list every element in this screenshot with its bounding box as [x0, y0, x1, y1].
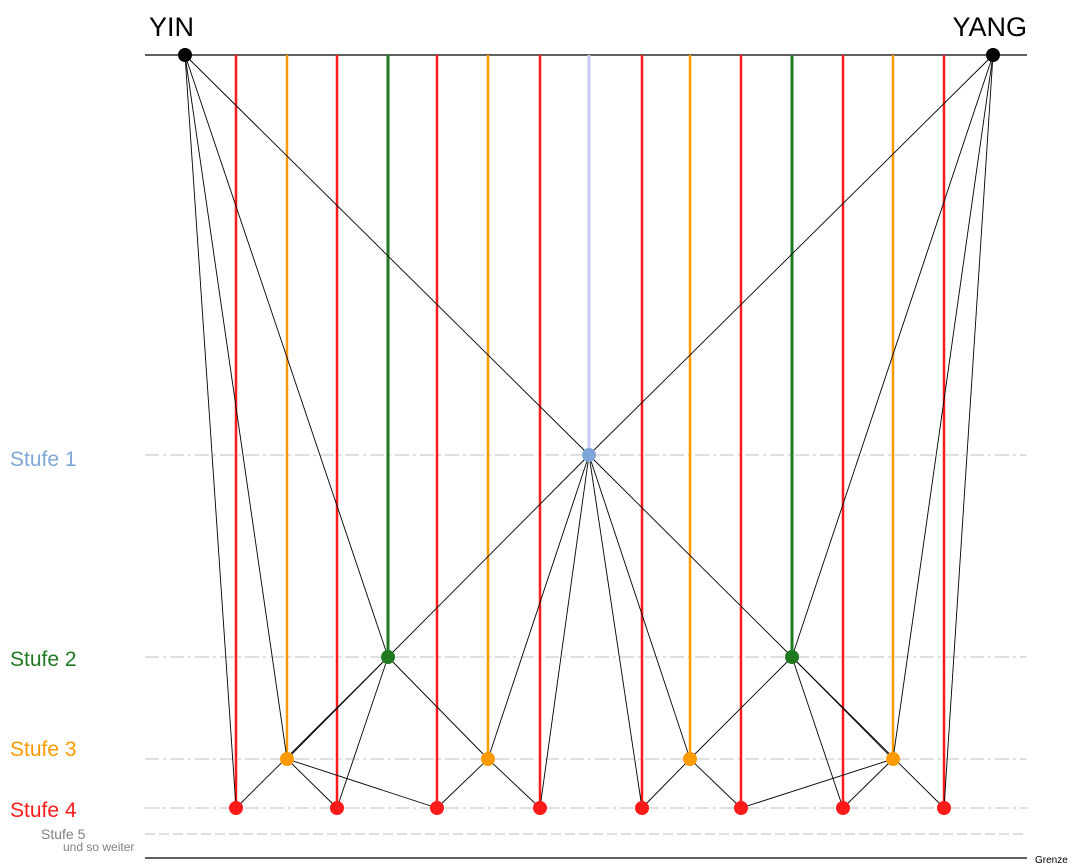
stufe-4-node-6 — [734, 801, 748, 815]
grenze-label: Grenze — [1035, 855, 1068, 866]
edge-to-stufe-3-3a — [588, 454, 691, 760]
edge-to-stufe-4-6b — [740, 758, 894, 809]
edge-to-stufe-2-2b — [791, 54, 994, 658]
stufe-4-node-7 — [836, 801, 850, 815]
edge-to-stufe-4-6a — [689, 758, 742, 809]
stufe-3-node-1 — [280, 752, 294, 766]
yin-node — [178, 48, 192, 62]
stufe-2-label: Stufe 2 — [10, 648, 77, 671]
stufe-3-node-3 — [683, 752, 697, 766]
edge-to-stufe-4-2a — [336, 656, 389, 809]
edge-to-stufe-4-1a — [184, 54, 237, 809]
stufe-1-label: Stufe 1 — [10, 448, 77, 471]
stufe-3-node-4 — [886, 752, 900, 766]
yin-label: YIN — [149, 12, 194, 42]
edge-to-stufe-4-3a — [286, 758, 438, 809]
stufe-4-node-4 — [533, 801, 547, 815]
stufe-3-label: Stufe 3 — [10, 738, 77, 761]
stufe-4-node-5 — [635, 801, 649, 815]
stufe-5-label: Stufe 5 — [41, 826, 86, 842]
edge-to-stufe-1-a — [184, 54, 590, 456]
edge-to-stufe-4-7b — [791, 656, 844, 809]
stufe-4-node-2 — [330, 801, 344, 815]
stufe-4-node-8 — [937, 801, 951, 815]
edge-to-stufe-4-5b — [641, 758, 691, 809]
stufe-4-node-1 — [229, 801, 243, 815]
edge-to-stufe-2-1a — [184, 54, 389, 658]
edge-to-stufe-3-2a — [387, 656, 489, 760]
edge-to-stufe-4-4a — [487, 758, 541, 809]
edge-to-stufe-4-2b — [286, 758, 338, 809]
edge-to-stufe-3-3b — [689, 656, 793, 760]
stufe-2-node-2 — [785, 650, 799, 664]
stufe-3-node-2 — [481, 752, 495, 766]
stufe-2-node-1 — [381, 650, 395, 664]
edge-to-stufe-4-5a — [588, 454, 643, 809]
yang-node — [986, 48, 1000, 62]
edge-to-stufe-3-4a — [791, 656, 894, 760]
und-so-weiter-label: und so weiter — [63, 840, 134, 854]
edge-to-stufe-3-1b — [286, 656, 389, 760]
edge-to-stufe-4-3b — [436, 758, 489, 809]
edge-to-stufe-3-2b — [487, 454, 590, 760]
yang-label: YANG — [952, 12, 1027, 42]
stufe-4-label: Stufe 4 — [10, 799, 77, 822]
edge-to-stufe-3-1a — [184, 54, 288, 760]
edge-to-stufe-4-8b — [943, 54, 994, 809]
edge-to-stufe-4-7a — [842, 758, 894, 809]
stufe-1-node — [582, 448, 596, 462]
edge-to-stufe-2-1b — [387, 454, 590, 658]
edge-to-stufe-1-b — [588, 54, 994, 456]
edge-to-stufe-3-4b — [892, 54, 994, 760]
edge-to-stufe-2-2a — [588, 454, 793, 658]
stufe-4-node-3 — [430, 801, 444, 815]
edge-to-stufe-4-4b — [539, 454, 590, 809]
